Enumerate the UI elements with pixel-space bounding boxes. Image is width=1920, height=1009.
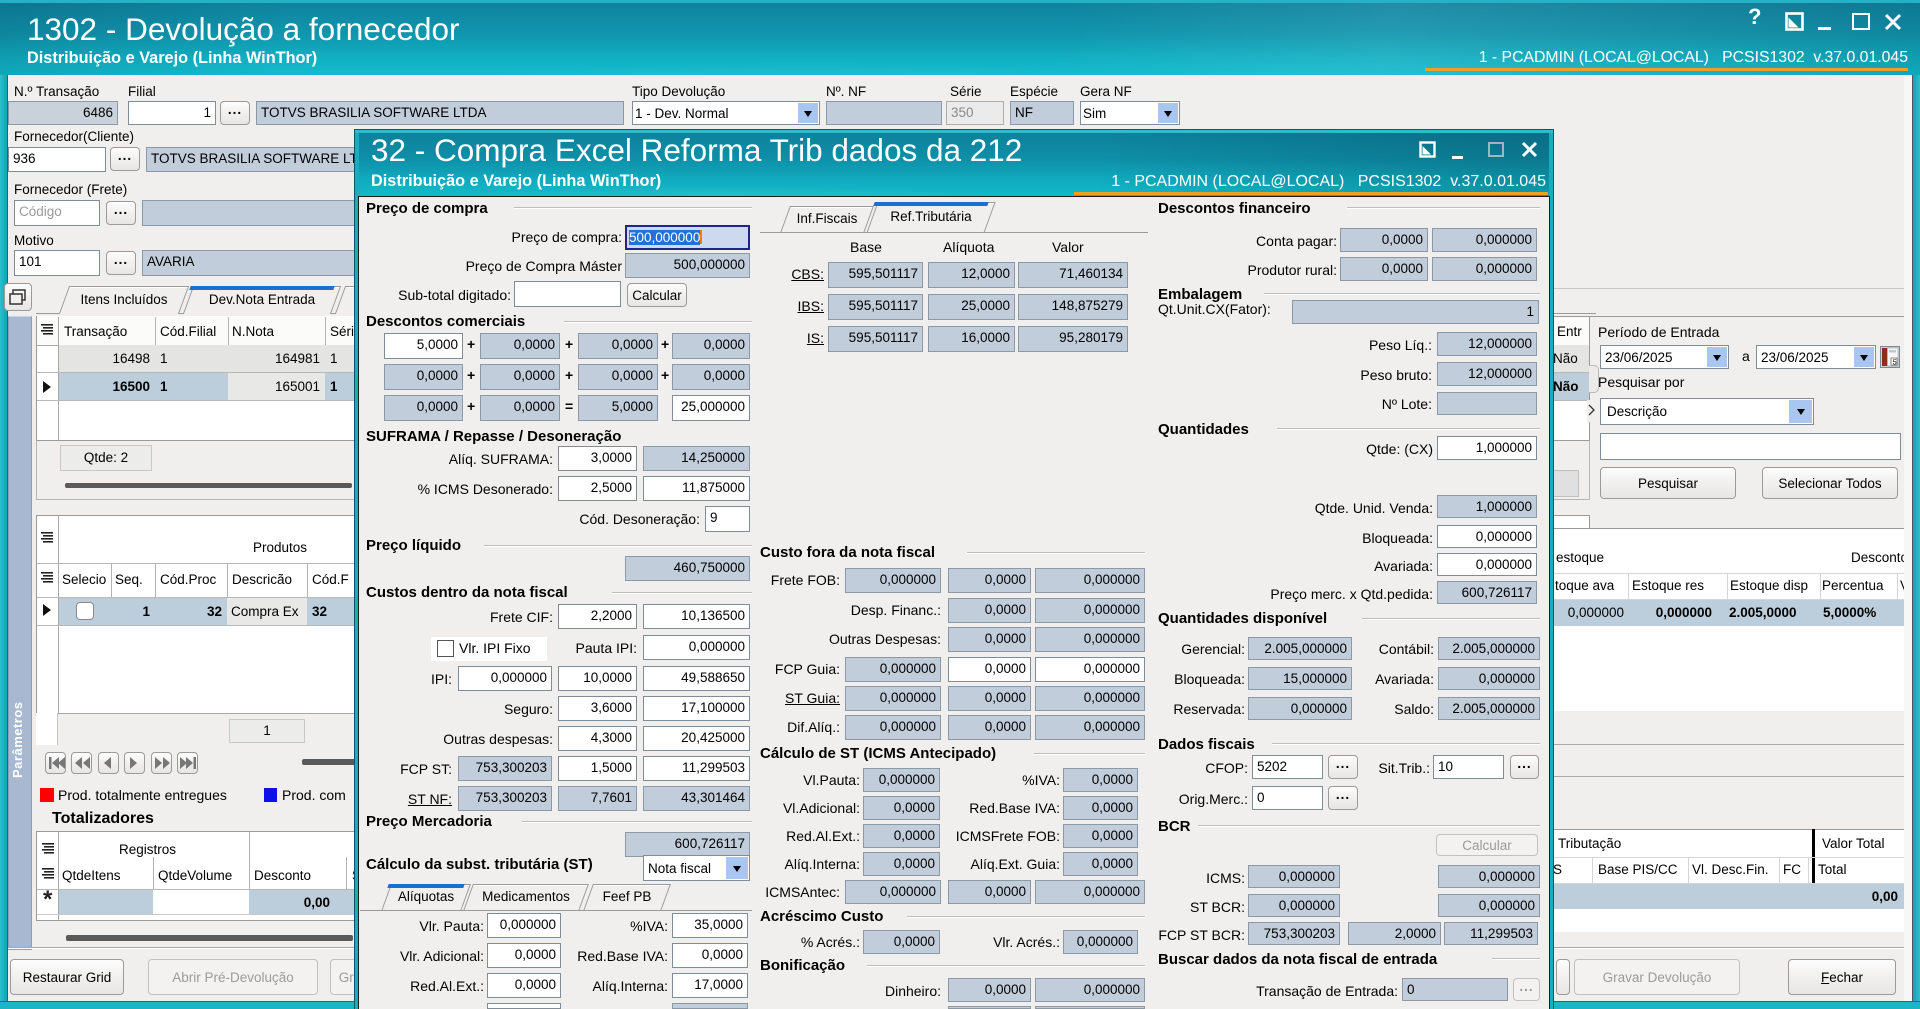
svg-text:5: 5: [1893, 358, 1897, 367]
